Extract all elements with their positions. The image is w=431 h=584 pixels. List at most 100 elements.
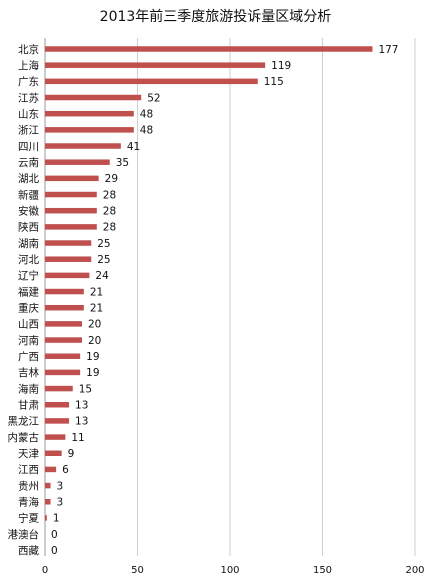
- bar: [45, 321, 82, 327]
- bar: [45, 207, 97, 214]
- value-label: 20: [88, 335, 101, 347]
- bar: [45, 272, 90, 279]
- value-label: 13: [75, 400, 88, 412]
- bar: [45, 94, 142, 101]
- value-label: 29: [105, 173, 118, 185]
- category-label: 海南: [18, 382, 39, 395]
- value-label: 0: [51, 545, 58, 557]
- category-label: 广西: [18, 351, 39, 363]
- bar: [45, 62, 266, 68]
- value-label: 19: [86, 351, 99, 363]
- category-label: 四川: [18, 141, 39, 153]
- category-label: 福建: [18, 285, 39, 298]
- value-label: 28: [103, 206, 116, 218]
- value-label: 177: [378, 44, 398, 56]
- category-label: 黑龙江: [8, 415, 40, 428]
- bar: [45, 369, 81, 376]
- bar: [45, 434, 66, 440]
- x-tick-label: 200: [405, 565, 424, 576]
- x-tick-label: 50: [131, 565, 144, 576]
- category-label: 新疆: [18, 188, 39, 201]
- x-tick-labels: 0 50 100 150 200: [42, 565, 425, 576]
- category-label: 西藏: [18, 545, 39, 557]
- category-label: 北京: [18, 43, 39, 56]
- category-label: 甘肃: [18, 399, 39, 412]
- bar: [45, 175, 99, 182]
- x-tick-label: 100: [220, 565, 239, 576]
- value-label: 19: [86, 367, 99, 379]
- category-label: 广东: [18, 75, 39, 88]
- value-label: 20: [88, 319, 101, 331]
- category-label: 陕西: [18, 221, 39, 234]
- category-label: 天津: [18, 448, 39, 460]
- value-label: 3: [57, 480, 64, 492]
- chart-title: 2013年前三季度旅游投诉量区域分析: [99, 9, 332, 25]
- x-tick-label: 0: [42, 565, 48, 576]
- bar: [45, 304, 84, 311]
- value-label: 115: [264, 76, 284, 88]
- bar: [45, 191, 97, 198]
- value-label: 119: [271, 60, 291, 72]
- bar: [45, 240, 92, 246]
- category-label: 江苏: [18, 91, 39, 104]
- value-label: 21: [90, 303, 103, 315]
- bar: [45, 288, 84, 295]
- value-label: 35: [116, 157, 129, 169]
- category-label: 吉林: [18, 366, 39, 379]
- value-label: 48: [140, 125, 153, 137]
- value-label: 25: [97, 238, 110, 250]
- category-label: 青海: [18, 496, 39, 509]
- value-label: 13: [75, 416, 88, 428]
- category-label: 上海: [18, 59, 39, 72]
- category-label: 安徽: [18, 205, 39, 218]
- bar: [45, 256, 92, 262]
- category-label: 山东: [18, 107, 39, 120]
- bar: [45, 224, 97, 230]
- category-label: 河南: [18, 334, 39, 347]
- category-label: 港澳台: [8, 528, 40, 541]
- value-label: 3: [57, 497, 64, 509]
- category-label: 河北: [18, 254, 39, 266]
- bar: [45, 515, 47, 521]
- bar: [45, 466, 57, 473]
- category-label: 重庆: [18, 302, 39, 315]
- bar: [45, 499, 51, 505]
- value-label: 6: [62, 464, 69, 476]
- category-labels: 北京上海广东江苏山东浙江四川云南湖北新疆安徽陕西湖南河北辽宁福建重庆山西河南广西…: [8, 43, 40, 557]
- value-labels: 1771191155248484135292828282525242121202…: [51, 44, 398, 557]
- value-label: 52: [147, 92, 160, 104]
- category-label: 湖南: [18, 237, 39, 250]
- category-label: 内蒙古: [8, 431, 40, 444]
- value-label: 0: [51, 529, 58, 541]
- value-label: 1: [53, 513, 60, 525]
- value-label: 28: [103, 189, 116, 201]
- bar: [45, 418, 70, 424]
- value-label: 24: [95, 270, 109, 282]
- bar: [45, 110, 134, 117]
- bar: [45, 482, 51, 489]
- bar: [45, 385, 73, 392]
- bar: [45, 401, 70, 408]
- value-label: 25: [97, 254, 110, 266]
- bar: [45, 78, 258, 85]
- bar: [45, 159, 110, 165]
- x-tick-label: 150: [313, 565, 332, 576]
- category-label: 宁夏: [18, 512, 39, 525]
- category-label: 云南: [18, 156, 39, 169]
- category-label: 贵州: [18, 479, 39, 492]
- value-label: 41: [127, 141, 140, 153]
- bars: [45, 46, 373, 521]
- category-label: 江西: [18, 464, 39, 476]
- value-label: 9: [68, 448, 75, 460]
- value-label: 15: [79, 383, 92, 395]
- bar: [45, 337, 82, 343]
- category-label: 辽宁: [18, 269, 39, 282]
- bar: [45, 143, 121, 149]
- bar: [45, 46, 373, 52]
- bar: [45, 450, 62, 456]
- value-label: 48: [140, 108, 153, 120]
- category-label: 山西: [18, 319, 39, 331]
- value-label: 28: [103, 222, 116, 234]
- bar: [45, 127, 134, 133]
